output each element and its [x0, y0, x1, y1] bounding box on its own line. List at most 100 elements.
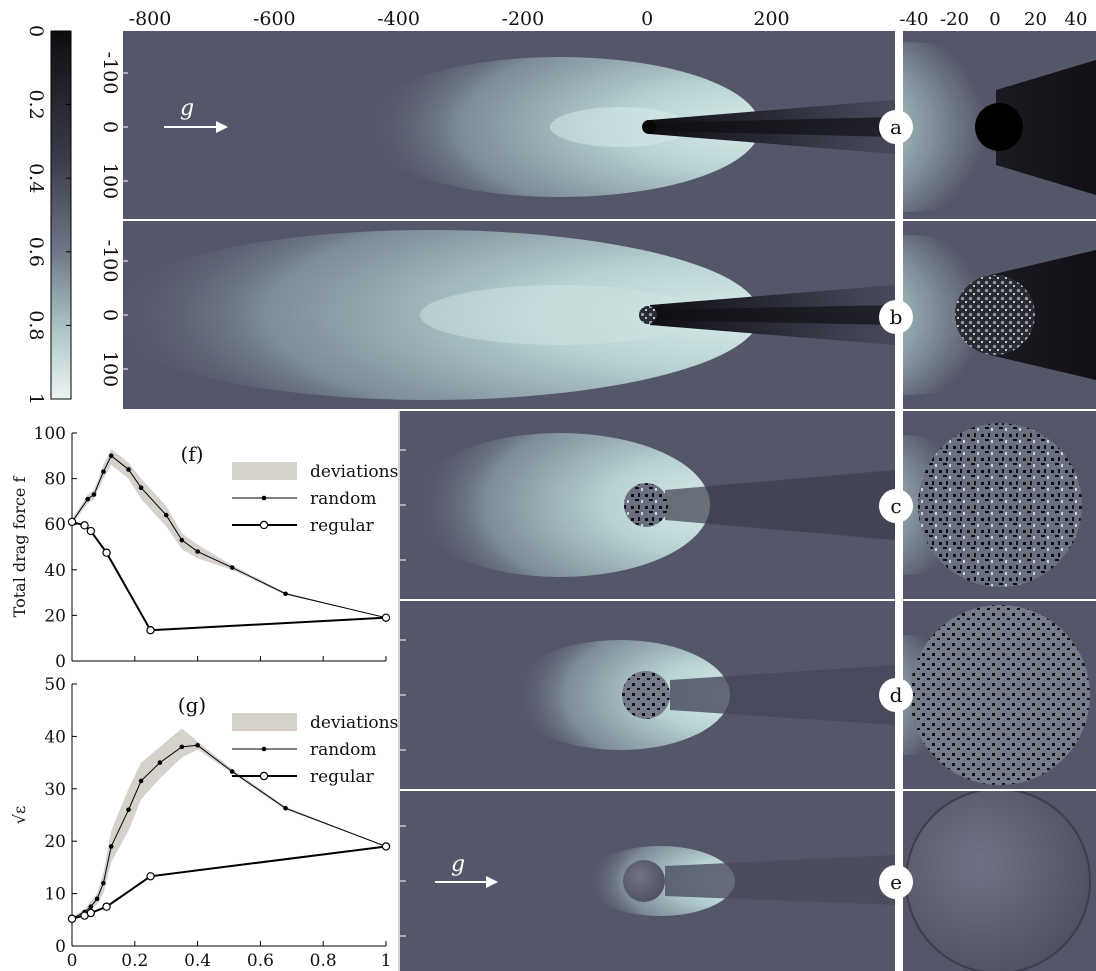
legend-random-marker	[261, 495, 267, 501]
random-point	[163, 512, 169, 518]
y-tick-label: 20	[44, 832, 66, 852]
colorbar: 0 0.2 0.4 0.6 0.8 1	[25, 25, 72, 405]
random-point	[179, 744, 185, 750]
panel-badge-circle	[879, 678, 913, 712]
chart-g: 0 10 20 30 40 50 0 0.2 0.4 0.6 0.8 1 √ε Cluster densi…	[10, 675, 398, 971]
colorbar-tick-label: 0.6	[25, 237, 47, 267]
legend-regular-label: regular	[310, 767, 375, 787]
regular-point	[102, 548, 111, 557]
y-tick-label: 0	[55, 937, 66, 957]
top-axis-tick-label: -200	[502, 8, 545, 30]
regular-point	[67, 914, 77, 923]
regular-point	[381, 842, 391, 851]
legend-deviations-swatch	[232, 462, 297, 480]
top-axis: -800 -600 -400 -200 0 200	[129, 8, 790, 36]
x-tick-label: 0.6	[247, 951, 274, 971]
random-point	[108, 453, 114, 459]
colorbar-tick-label: 0.4	[25, 163, 47, 193]
regular-point	[102, 902, 111, 911]
legend-regular-marker	[259, 771, 269, 781]
random-point	[195, 549, 200, 554]
gravity-arrow-bottom: g	[435, 852, 498, 888]
panel-d-field	[400, 601, 895, 789]
deviations-band	[72, 448, 386, 618]
y-tick-label: 60	[44, 515, 66, 535]
panel-b-field	[123, 221, 895, 409]
regular-point	[146, 626, 155, 635]
top-axis-tick-label: 200	[753, 8, 789, 30]
panel-badges: a b c d e	[879, 110, 913, 899]
panel-b-zoom	[903, 221, 1096, 409]
random-point	[108, 844, 114, 849]
top-axis-tick-label: -400	[377, 8, 420, 30]
panel-badge-label: c	[890, 494, 901, 518]
regular-point	[80, 521, 89, 530]
x-axis-label: Cluster density ϕ	[159, 969, 298, 971]
random-point	[138, 485, 144, 491]
zoom-axis-tick-label: 40	[1065, 9, 1088, 30]
random-point	[101, 880, 106, 886]
random-point	[85, 496, 90, 502]
panel-badge-circle	[879, 300, 913, 334]
random-point	[283, 805, 288, 811]
panel-d-zoom	[903, 601, 1096, 789]
y-tick-label: 20	[44, 606, 66, 626]
x-tick-label: 0.8	[310, 951, 337, 971]
top-axis-tick-label: -600	[253, 8, 296, 30]
legend-random-label: random	[310, 740, 376, 760]
y-tick-label: 100	[34, 424, 66, 444]
left-axis-tick-label: -100	[99, 52, 121, 95]
regular-point	[381, 613, 391, 622]
zoom-axis: -40 -20 0 20 40	[900, 9, 1088, 30]
top-axis-tick-label: -800	[129, 8, 172, 30]
random-point	[229, 565, 235, 570]
left-axis-tick-label: 0	[99, 121, 121, 133]
left-axis-tick-label: -100	[99, 240, 121, 283]
panel-badge-label: e	[890, 870, 902, 894]
colorbar-tick-label: 0.2	[25, 89, 47, 119]
regular-point	[67, 517, 77, 527]
panel-badge-circle	[879, 489, 913, 523]
regular-point	[86, 908, 96, 918]
x-tick-label: 1	[381, 951, 392, 971]
random-point	[179, 537, 185, 543]
random-point	[283, 591, 288, 597]
y-tick-label: 50	[44, 675, 66, 695]
colorbar-tick-label: 0.8	[25, 310, 47, 340]
left-axis-cde	[400, 449, 406, 937]
regular-point	[146, 872, 155, 881]
panel-label: (g)	[178, 693, 206, 717]
zoom-axis-tick-label: -40	[900, 9, 929, 30]
y-axis-label: Total drag force f	[10, 476, 29, 618]
panel-badge-circle	[879, 865, 913, 899]
y-tick-label: 10	[44, 885, 66, 905]
zoom-axis-tick-label: 20	[1024, 9, 1047, 30]
colorbar-tick-label: 1	[25, 393, 47, 405]
gravity-label-top: g	[180, 96, 194, 121]
legend-deviations-swatch	[232, 713, 297, 731]
left-axis-tick-label: 0	[99, 309, 121, 321]
random-point	[195, 743, 200, 748]
panel-c-field	[400, 411, 895, 599]
x-tick-label: 0.2	[121, 951, 148, 971]
zoom-axis-tick-label: -20	[940, 9, 969, 30]
legend-deviations-label: deviations	[310, 713, 398, 733]
y-tick-label: 40	[44, 727, 66, 747]
random-point	[126, 807, 131, 813]
legend-random-label: random	[310, 489, 376, 509]
x-tick-label: 0	[67, 951, 78, 971]
random-point	[138, 778, 144, 784]
random-point	[94, 896, 100, 902]
panel-e-zoom	[903, 791, 1096, 971]
legend-random-marker	[261, 746, 267, 752]
random-point	[101, 469, 106, 475]
panel-a-field	[123, 31, 895, 219]
left-axis-tick-label: 100	[99, 351, 121, 387]
y-tick-label: 30	[44, 780, 66, 800]
panel-badge-circle	[879, 110, 913, 144]
regular-line	[71, 845, 387, 920]
legend-deviations-label: deviations	[310, 462, 398, 482]
y-tick-label: 80	[44, 470, 66, 490]
left-axis-a: -100 0 100	[99, 52, 128, 199]
